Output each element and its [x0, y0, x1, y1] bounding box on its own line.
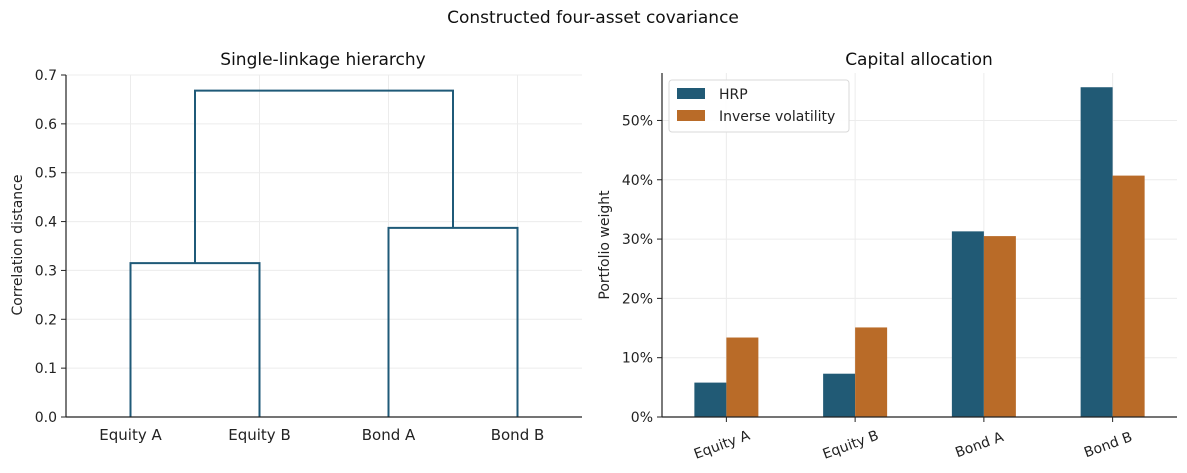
dendrogram-leaf-label: Bond A	[362, 426, 416, 444]
dendrogram-link-root	[194, 89, 454, 264]
dendrogram-y-tick-label: 0.1	[35, 361, 57, 377]
bar-inverse-volatility-equity-a	[726, 337, 759, 417]
dendrogram-y-tick-label: 0.5	[35, 166, 57, 182]
dendrogram-link-bond	[387, 226, 519, 417]
dendrogram-y-tick-label: 0.7	[35, 68, 57, 84]
allocation-y-tick-label: 30%	[622, 232, 653, 248]
dendrogram-axes: 0.0 0.1 0.2 0.3 0.4 0.5 0.6 0.7 Equity A Equity B…	[35, 68, 582, 444]
allocation-x-tick-label: Bond B	[1082, 429, 1134, 461]
legend-frame	[668, 79, 850, 133]
bar-hrp-equity-b	[823, 373, 856, 417]
allocation-bars	[694, 87, 1145, 417]
allocation-y-tick-label: 50%	[622, 113, 653, 129]
dendrogram-leaf-label: Bond B	[491, 426, 545, 444]
allocation-y-tick-label: 40%	[622, 173, 653, 189]
legend-swatch	[677, 110, 705, 121]
allocation-title: Capital allocation	[845, 50, 993, 70]
allocation-x-tick-label: Equity B	[821, 428, 881, 463]
bar-hrp-bond-b	[1080, 87, 1113, 417]
allocation-y-tick-label: 20%	[622, 291, 653, 307]
dendrogram-y-tick-label: 0.4	[35, 215, 57, 231]
dendrogram-title: Single-linkage hierarchy	[220, 50, 425, 70]
allocation-axes: 0% 10% 20% 30% 40% 50% Equity A Equity B Bond A B…	[622, 73, 1177, 463]
allocation-x-tick-label: Bond A	[953, 429, 1006, 461]
bar-hrp-bond-a	[951, 231, 984, 417]
dendrogram-y-tick-label: 0.6	[35, 117, 57, 133]
legend-label: Inverse volatility	[719, 109, 835, 125]
bar-inverse-volatility-bond-a	[983, 236, 1016, 417]
legend-swatch	[677, 88, 705, 99]
dendrogram-link-equity	[129, 262, 261, 417]
bar-inverse-volatility-bond-b	[1112, 175, 1145, 417]
allocation-y-axis-label: Portfolio weight	[597, 190, 613, 300]
allocation-panel: Capital allocation 0% 10% 20% 30% 40% 50% Equi…	[597, 50, 1177, 463]
allocation-y-tick-label: 10%	[622, 351, 653, 367]
dendrogram-panel: Single-linkage hierarchy 0.0 0.1 0.2 0.3 0.4…	[10, 50, 582, 444]
dendrogram-y-axis-label: Correlation distance	[10, 175, 26, 316]
bar-hrp-equity-a	[694, 382, 727, 417]
dendrogram-grid	[66, 74, 582, 418]
bar-inverse-volatility-equity-b	[855, 327, 888, 417]
dendrogram-y-tick-label: 0.2	[35, 312, 57, 328]
legend-label: HRP	[719, 87, 748, 103]
figure-title: Constructed four-asset covariance	[447, 8, 739, 28]
dendrogram-leaf-label: Equity B	[228, 426, 291, 444]
dendrogram-links	[129, 89, 519, 417]
dendrogram-y-tick-label: 0.3	[35, 263, 57, 279]
allocation-x-tick-label: Equity A	[692, 428, 753, 463]
dendrogram-y-tick-label: 0.0	[35, 410, 57, 426]
allocation-legend: HRP Inverse volatility	[668, 79, 850, 133]
dendrogram-leaf-label: Equity A	[99, 426, 162, 444]
allocation-y-tick-label: 0%	[631, 410, 653, 426]
